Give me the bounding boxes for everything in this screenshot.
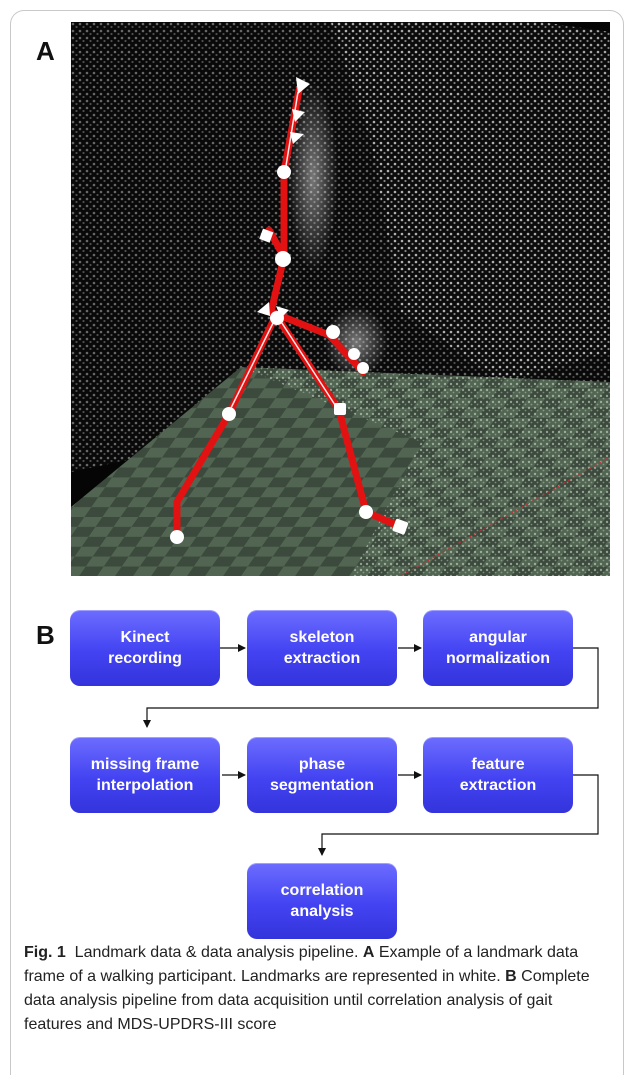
figure-caption: Fig. 1 Landmark data & data analysis pip… — [24, 941, 614, 1037]
step-label-line2: segmentation — [269, 777, 374, 794]
step-label-line2: normalization — [445, 650, 550, 667]
step-label-line2: analysis — [290, 903, 354, 920]
step-kinect-recording: Kinect recording — [70, 610, 220, 686]
panel-b-label: B — [36, 620, 55, 650]
step-phase-segmentation: phase segmentation — [247, 737, 397, 813]
skeleton-point-cloud-image — [71, 22, 610, 576]
figure-frame — [10, 10, 624, 1075]
step-label-line1: feature — [471, 756, 525, 773]
caption-ref-a: A — [362, 944, 375, 961]
step-label-line1: angular — [469, 629, 527, 646]
panel-a-label: A — [36, 36, 55, 66]
step-feature-extraction: feature extraction — [423, 737, 573, 813]
caption-ref-b: B — [505, 968, 517, 985]
step-missing-frame-interpolation: missing frame interpolation — [70, 737, 220, 813]
caption-text-a: Example of a landmark data frame of a wa… — [24, 944, 579, 985]
step-label-line1: phase — [298, 756, 346, 773]
step-label-line1: correlation — [280, 882, 364, 899]
step-label-line2: extraction — [283, 650, 361, 667]
step-label-line2: interpolation — [96, 777, 194, 794]
step-label-line2: extraction — [459, 777, 537, 794]
caption-text-b: Complete data analysis pipeline from dat… — [24, 968, 590, 1033]
step-label-line1: Kinect — [120, 629, 170, 646]
step-label-line1: skeleton — [289, 629, 355, 646]
step-label-line1: missing frame — [90, 756, 200, 773]
step-angular-normalization: angular normalization — [423, 610, 573, 686]
step-label-line2: recording — [108, 650, 182, 667]
step-skeleton-extraction: skeleton extraction — [247, 610, 397, 686]
figure-number: Fig. 1 — [24, 944, 66, 961]
caption-title: Landmark data & data analysis pipeline. — [74, 944, 359, 961]
step-correlation-analysis: correlation analysis — [247, 863, 397, 939]
